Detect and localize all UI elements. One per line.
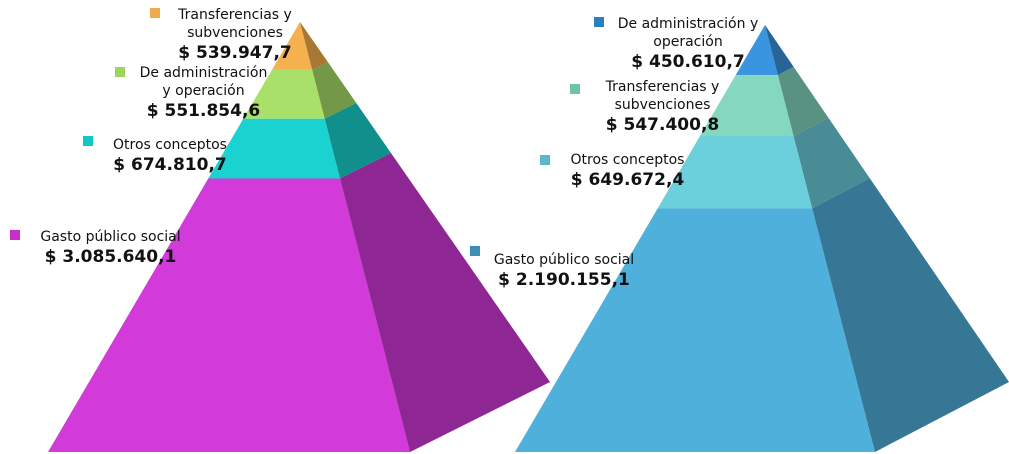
segment-label: Gasto público social $ 2.190.155,1: [484, 251, 644, 291]
segment-name: Transferencias y subvenciones: [605, 79, 720, 113]
segment-side: [777, 66, 829, 137]
pyramid-segment: [515, 178, 1009, 453]
segment-label: Transferencias y subvenciones $ 547.400,8: [585, 78, 740, 136]
segment-value: $ 450.610,7: [631, 52, 745, 72]
segment-value: $ 551.854,6: [146, 101, 261, 121]
segment-front: [271, 22, 313, 70]
segment-front: [735, 25, 778, 76]
segment-value: $ 649.672,4: [570, 170, 685, 190]
segment-side: [300, 22, 328, 70]
segment-shade: [812, 178, 1009, 453]
segment-side: [324, 103, 392, 179]
segment-value: $ 2.190.155,1: [498, 270, 630, 290]
segment-shade: [300, 22, 328, 70]
segment-side: [793, 117, 870, 209]
segment-side: [340, 153, 550, 452]
segment-name: Transferencias y subvenciones: [178, 7, 292, 41]
segment-value: $ 674.810,7: [113, 155, 227, 175]
segment-value: $ 3.085.640,1: [44, 247, 177, 267]
segment-front: [48, 178, 410, 452]
segment-label: Gasto público social $ 3.085.640,1: [28, 228, 193, 268]
segment-name: De administración y operación: [617, 16, 759, 50]
segment-name: Otros conceptos: [113, 137, 227, 153]
segment-shade: [793, 117, 870, 209]
segment-front: [208, 118, 341, 179]
segment-name: De administración y operación: [139, 65, 268, 99]
segment-label: De administración y operación $ 450.610,7: [608, 15, 768, 73]
segment-label: Otros conceptos $ 674.810,7: [100, 136, 240, 176]
segment-shade: [324, 103, 392, 179]
legend-swatch: [470, 246, 480, 256]
pyramid-segment: [271, 22, 328, 70]
legend-swatch: [10, 230, 20, 240]
segment-value: $ 539.947,7: [178, 43, 292, 63]
segment-side: [312, 62, 357, 119]
legend-swatch: [570, 84, 580, 94]
segment-name: Gasto público social: [493, 252, 635, 268]
segment-name: Gasto público social: [40, 229, 181, 245]
legend-swatch: [115, 67, 125, 77]
pyramid-segment: [208, 103, 392, 179]
pyramid-segment: [243, 62, 357, 119]
segment-shade: [765, 25, 794, 76]
pyramid-segment: [657, 117, 870, 209]
legend-swatch: [594, 17, 604, 27]
segment-name: Otros conceptos: [570, 152, 685, 168]
segment-label: Otros conceptos $ 649.672,4: [560, 151, 695, 191]
segment-front: [699, 75, 794, 137]
segment-front: [657, 136, 813, 209]
pyramid-segment: [699, 66, 829, 137]
segment-side: [812, 178, 1009, 453]
segment-shade: [312, 62, 357, 119]
segment-label: De administración y operación $ 551.854,6: [136, 64, 271, 122]
segment-shade: [777, 66, 829, 137]
legend-swatch: [83, 136, 93, 146]
segment-value: $ 547.400,8: [605, 115, 720, 135]
pyramid-segment: [48, 153, 550, 452]
segment-label: Transferencias y subvenciones $ 539.947,7: [160, 6, 310, 64]
legend-swatch: [150, 8, 160, 18]
pyramid-segment: [735, 25, 794, 76]
legend-swatch: [540, 155, 550, 165]
segment-front: [243, 69, 325, 119]
segment-shade: [340, 153, 550, 452]
segment-front: [515, 208, 875, 452]
segment-side: [765, 25, 794, 76]
